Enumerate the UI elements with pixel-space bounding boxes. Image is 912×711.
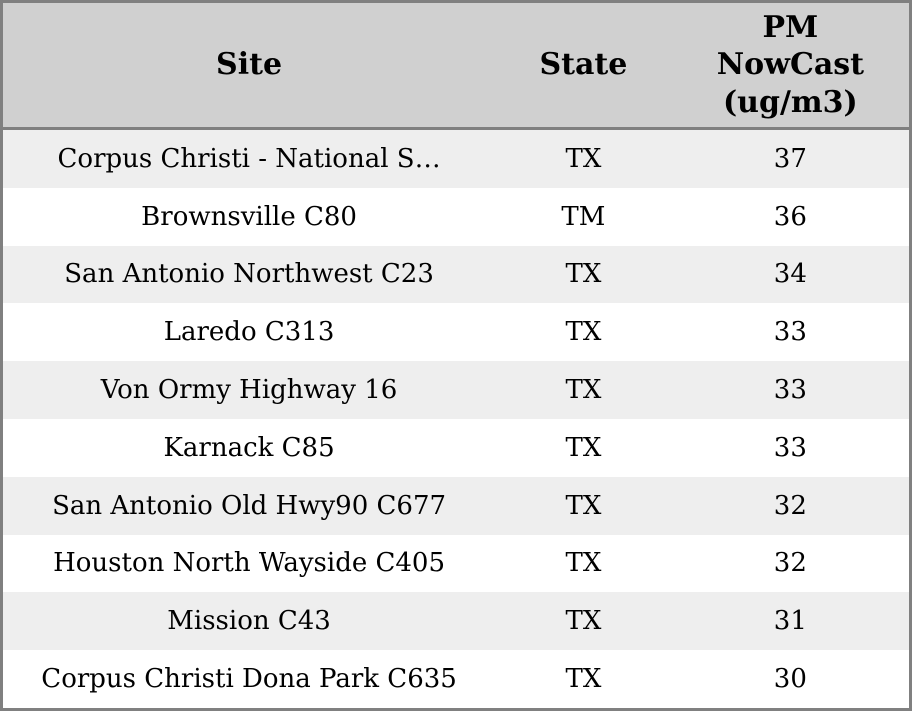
site-cell: Houston North Wayside C405 — [53, 548, 446, 579]
state-cell: TX — [565, 432, 602, 463]
column-header-state: State — [495, 1, 672, 130]
state-cell: TX — [565, 259, 602, 290]
table-row: Corpus Christi - National S… TX 37 — [1, 128, 911, 188]
state-cell: TX — [565, 143, 602, 174]
state-cell: TX — [565, 664, 602, 695]
pm-nowcast-cell: 36 — [773, 201, 807, 232]
site-cell: San Antonio Northwest C23 — [64, 259, 434, 290]
table-row: Brownsville C80 TM 36 — [1, 187, 911, 246]
site-cell: Corpus Christi Dona Park C635 — [41, 664, 457, 695]
table-row: San Antonio Old Hwy90 C677 TX 32 — [1, 476, 911, 535]
table-body: Corpus Christi - National S… TX 37 Brown… — [1, 128, 911, 710]
site-cell: Brownsville C80 — [141, 201, 357, 232]
pm-nowcast-cell: 37 — [773, 143, 807, 174]
state-cell: TX — [565, 606, 602, 637]
table-row: Laredo C313 TX 33 — [1, 303, 911, 362]
site-cell: Laredo C313 — [163, 317, 335, 348]
pm-nowcast-cell: 32 — [773, 490, 807, 521]
site-cell: Corpus Christi - National S… — [57, 143, 441, 174]
table-row: Houston North Wayside C405 TX 32 — [1, 534, 911, 593]
state-cell: TX — [565, 317, 602, 348]
table-row: Mission C43 TX 31 — [1, 592, 911, 651]
pm-nowcast-cell: 31 — [773, 606, 807, 637]
table-header: Site State PM NowCast (ug/m3) — [1, 1, 911, 130]
state-cell: TX — [565, 548, 602, 579]
state-cell: TX — [565, 375, 602, 406]
site-cell: Karnack C85 — [163, 432, 335, 463]
pm-nowcast-cell: 33 — [773, 432, 807, 463]
pm-nowcast-cell: 33 — [773, 317, 807, 348]
header-row: Site State PM NowCast (ug/m3) — [1, 1, 911, 130]
site-cell: Mission C43 — [167, 606, 331, 637]
pm-nowcast-cell: 30 — [773, 664, 807, 695]
pm-nowcast-cell: 32 — [773, 548, 807, 579]
table-row: Von Ormy Highway 16 TX 33 — [1, 361, 911, 419]
column-header-site: Site — [1, 1, 496, 130]
table-row: Karnack C85 TX 33 — [1, 418, 911, 477]
site-cell: Von Ormy Highway 16 — [100, 375, 398, 406]
pm-nowcast-cell: 33 — [773, 375, 807, 406]
column-header-pm-nowcast: PM NowCast (ug/m3) — [671, 1, 911, 130]
state-cell: TM — [561, 201, 606, 232]
state-cell: TX — [565, 490, 602, 521]
site-cell: San Antonio Old Hwy90 C677 — [52, 490, 447, 521]
pm-nowcast-cell: 34 — [773, 259, 807, 290]
table-row: San Antonio Northwest C23 TX 34 — [1, 245, 911, 304]
table-row: Corpus Christi Dona Park C635 TX 30 — [1, 650, 911, 710]
